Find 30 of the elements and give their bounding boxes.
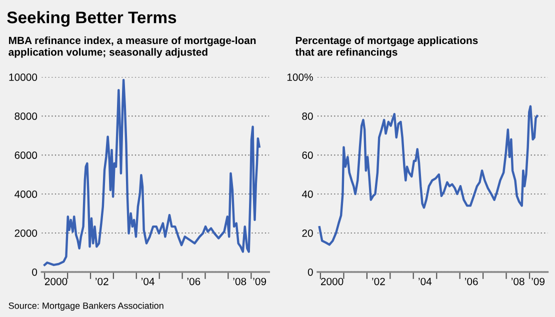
x-tick-label: ’09 [532,278,545,286]
y-tick-label: 2000 [14,229,38,237]
x-tick-label: ’09 [253,278,266,286]
x-tick-label: ’06 [187,278,200,286]
source-note: Source: Mortgage Bankers Association [8,302,164,311]
x-tick-label: ’08 [512,278,524,286]
y-tick-label: 40 [302,190,313,198]
y-tick-label: 0 [308,268,313,276]
x-tick-label: 2000 [320,278,344,286]
line-series [318,105,538,246]
x-tick-label: ’06 [465,278,478,286]
x-tick-label: ’04 [141,278,154,286]
x-tick-label: ’08 [233,278,246,286]
x-tick-label: ’02 [96,278,108,286]
line-series [43,78,260,266]
chart-subtitle: MBA refinance index, a measure of mortgage-loan application volume; seasonally adjusted [8,36,256,58]
x-tick-label: ’04 [418,278,432,286]
y-tick-label: 4000 [14,190,38,198]
y-tick-label: 0 [32,268,38,276]
x-tick-label: 2000 [44,278,68,286]
y-tick-label: 8000 [14,112,38,120]
y-tick-label: 100% [287,74,313,81]
y-tick-label: 10000 [9,74,38,81]
y-tick-label: 6000 [14,152,38,159]
chart-title: Seeking Better Terms [7,11,176,27]
chart-subtitle: Percentage of mortgage applications that are refinancings [295,36,478,58]
y-tick-label: 80 [302,112,313,120]
y-tick-label: 20 [302,229,313,237]
x-tick-label: ’02 [372,278,385,286]
y-tick-label: 60 [302,152,313,159]
